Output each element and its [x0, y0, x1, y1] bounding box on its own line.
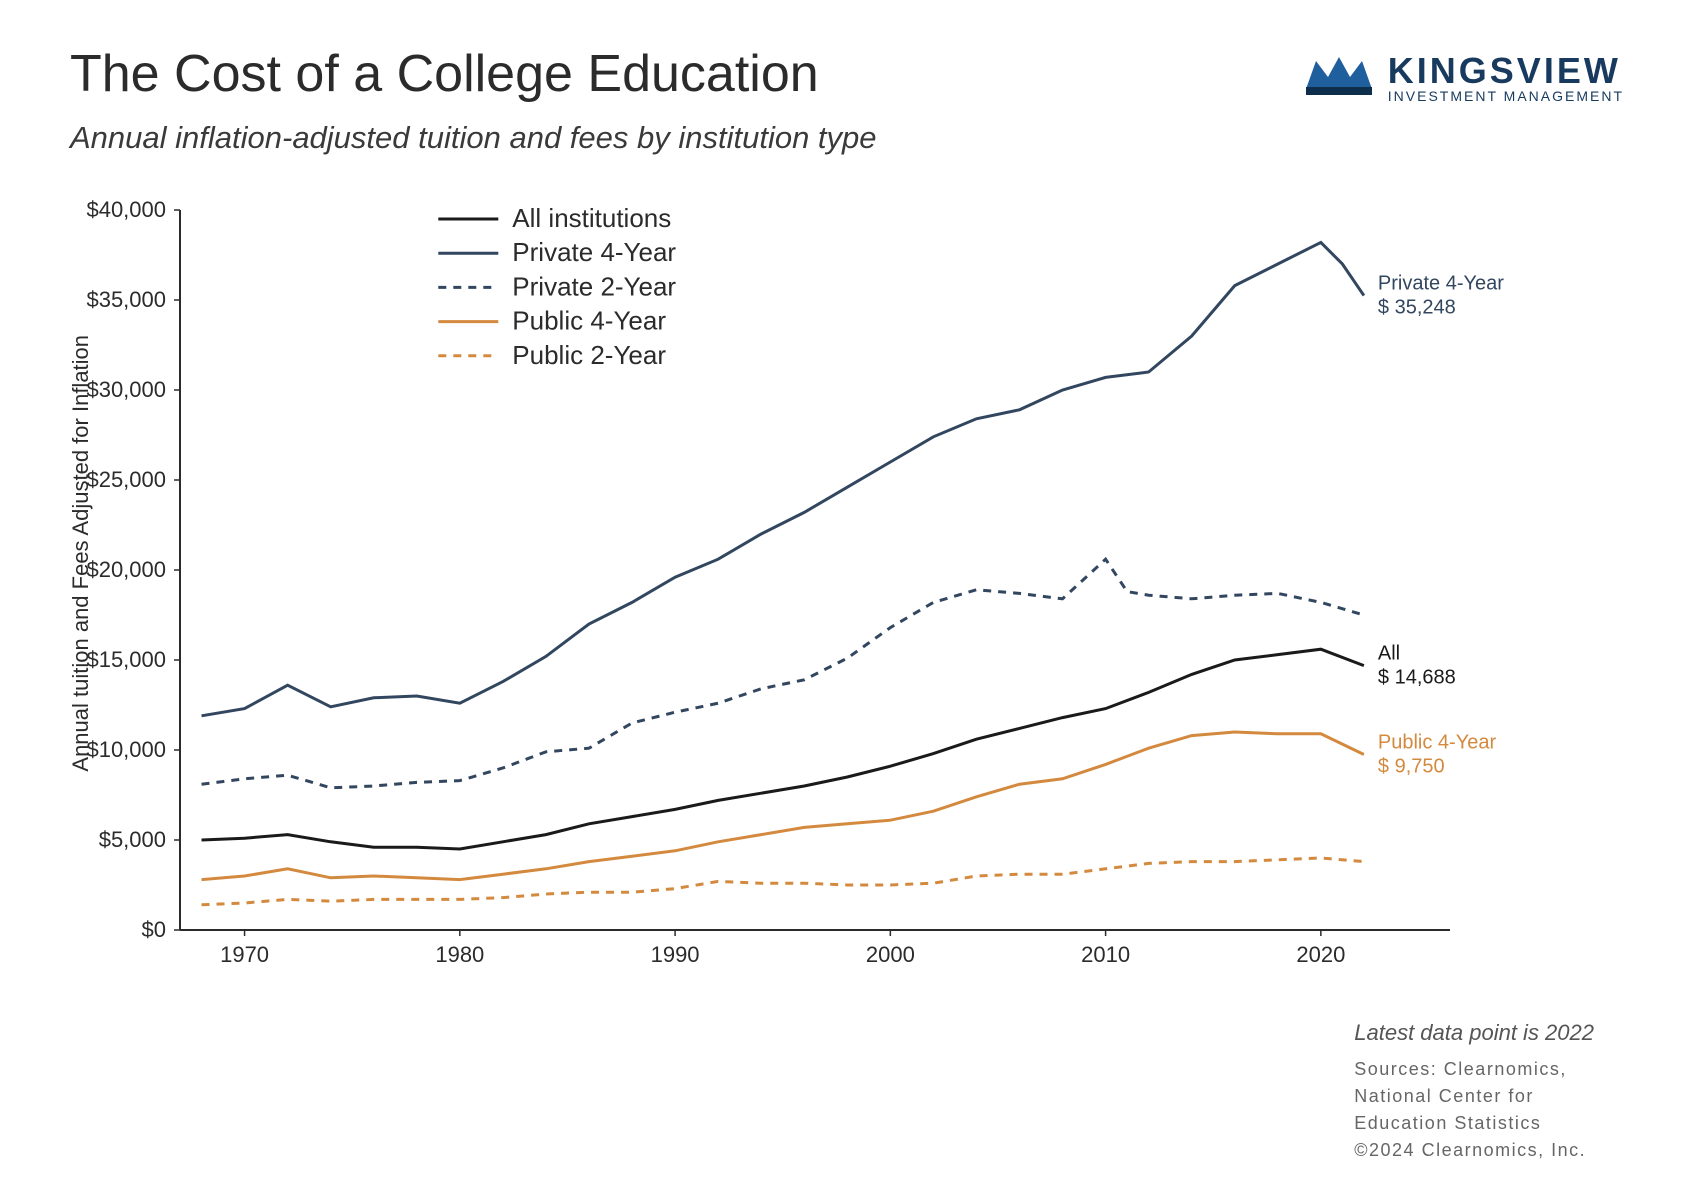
crown-icon: [1304, 53, 1374, 101]
series-pub2: [202, 858, 1364, 905]
y-tick-label: $20,000: [86, 557, 166, 582]
logo-subtext: INVESTMENT MANAGEMENT: [1388, 88, 1624, 104]
series-pub4: [202, 732, 1364, 880]
x-tick-label: 2010: [1081, 942, 1130, 967]
chart-container: The Cost of a College Education Annual i…: [0, 0, 1704, 1200]
x-tick-label: 2000: [866, 942, 915, 967]
x-tick-label: 1970: [220, 942, 269, 967]
x-tick-label: 2020: [1296, 942, 1345, 967]
logo-text: KINGSVIEW: [1388, 50, 1624, 92]
line-chart: $0 $5,000 $10,000 $15,000 $20,000 $25,000 $30,…: [60, 190, 1640, 990]
legend-label: Public 4-Year: [512, 306, 666, 336]
chart-title: The Cost of a College Education: [70, 44, 819, 104]
y-tick-label: $5,000: [99, 827, 166, 852]
legend-label: Private 2-Year: [512, 271, 676, 301]
series-priv2: [202, 559, 1364, 788]
series-all: [202, 649, 1364, 849]
brand-logo: KINGSVIEW INVESTMENT MANAGEMENT: [1304, 50, 1624, 104]
y-tick-label: $15,000: [86, 647, 166, 672]
y-tick-label: $40,000: [86, 197, 166, 222]
legend-label: Private 4-Year: [512, 237, 676, 267]
series-end-value: $ 14,688: [1378, 667, 1456, 689]
y-tick-label: $30,000: [86, 377, 166, 402]
legend-label: All institutions: [512, 203, 671, 233]
series-priv4: [202, 242, 1364, 715]
series-end-label: Private 4-Year: [1378, 273, 1504, 295]
chart-footer: Latest data point is 2022 Sources: Clear…: [1354, 1020, 1594, 1164]
chart-subtitle: Annual inflation-adjusted tuition and fe…: [70, 120, 877, 156]
series-end-value: $ 9,750: [1378, 756, 1445, 778]
x-tick-label: 1990: [651, 942, 700, 967]
y-axis-label: Annual tuition and Fees Adjusted for Inf…: [68, 335, 93, 772]
y-tick-label: $25,000: [86, 467, 166, 492]
series-end-label: Public 4-Year: [1378, 732, 1497, 754]
y-tick-label: $35,000: [86, 287, 166, 312]
legend-label: Public 2-Year: [512, 340, 666, 370]
latest-note: Latest data point is 2022: [1354, 1020, 1594, 1046]
sources-text: Sources: Clearnomics,National Center for…: [1354, 1056, 1594, 1164]
series-end-value: $ 35,248: [1378, 297, 1456, 319]
y-tick-label: $0: [142, 917, 166, 942]
x-tick-label: 1980: [435, 942, 484, 967]
y-tick-label: $10,000: [86, 737, 166, 762]
series-end-label: All: [1378, 643, 1400, 665]
